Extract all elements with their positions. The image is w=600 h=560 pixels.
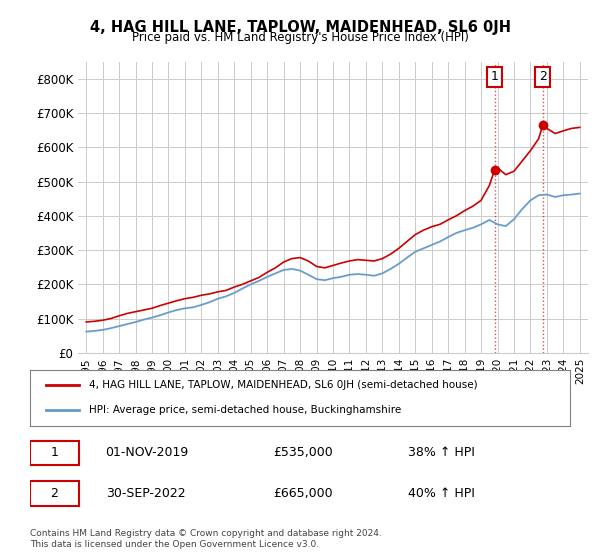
Text: 2: 2 [50, 487, 58, 500]
Text: HPI: Average price, semi-detached house, Buckinghamshire: HPI: Average price, semi-detached house,… [89, 405, 401, 415]
Text: 4, HAG HILL LANE, TAPLOW, MAIDENHEAD, SL6 0JH: 4, HAG HILL LANE, TAPLOW, MAIDENHEAD, SL… [89, 20, 511, 35]
FancyBboxPatch shape [30, 441, 79, 465]
Text: 2: 2 [539, 71, 547, 83]
Text: 01-NOV-2019: 01-NOV-2019 [106, 446, 189, 459]
Text: Contains HM Land Registry data © Crown copyright and database right 2024.
This d: Contains HM Land Registry data © Crown c… [30, 529, 382, 549]
Text: 1: 1 [50, 446, 58, 459]
Text: 1: 1 [491, 71, 499, 83]
Text: Price paid vs. HM Land Registry's House Price Index (HPI): Price paid vs. HM Land Registry's House … [131, 31, 469, 44]
Text: 4, HAG HILL LANE, TAPLOW, MAIDENHEAD, SL6 0JH (semi-detached house): 4, HAG HILL LANE, TAPLOW, MAIDENHEAD, SL… [89, 380, 478, 390]
FancyBboxPatch shape [30, 482, 79, 506]
Text: 30-SEP-2022: 30-SEP-2022 [106, 487, 185, 500]
Text: £665,000: £665,000 [273, 487, 332, 500]
Text: 40% ↑ HPI: 40% ↑ HPI [408, 487, 475, 500]
Text: 38% ↑ HPI: 38% ↑ HPI [408, 446, 475, 459]
Text: £535,000: £535,000 [273, 446, 333, 459]
